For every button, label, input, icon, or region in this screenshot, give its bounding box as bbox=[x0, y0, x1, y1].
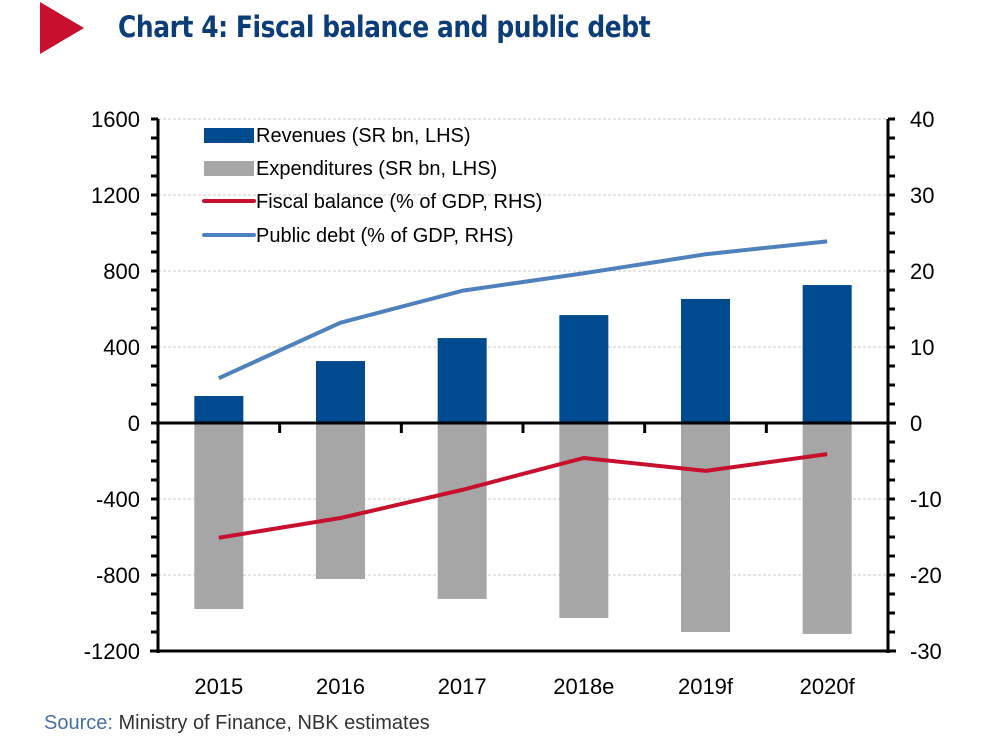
category-label: 2020f bbox=[800, 674, 856, 699]
expenditure-bar bbox=[194, 423, 244, 610]
right-tick-label: 40 bbox=[910, 107, 934, 132]
revenue-bar bbox=[194, 396, 244, 423]
left-tick-label: 0 bbox=[128, 411, 140, 436]
source-note: Source: Ministry of Finance, NBK estimat… bbox=[44, 712, 430, 735]
category-label: 2016 bbox=[316, 674, 365, 699]
left-tick-label: -400 bbox=[96, 487, 140, 512]
expenditure-bar bbox=[681, 423, 730, 632]
legend-label: Expenditures (SR bn, LHS) bbox=[256, 158, 497, 180]
legend-swatch bbox=[204, 128, 254, 143]
left-tick-label: 1200 bbox=[91, 183, 140, 208]
title-triangle-icon bbox=[40, 2, 84, 54]
right-tick-label: -20 bbox=[910, 563, 942, 588]
legend-swatch bbox=[204, 161, 254, 176]
revenue-bar bbox=[559, 315, 609, 423]
right-tick-label: 0 bbox=[910, 411, 922, 436]
revenue-bar bbox=[437, 338, 487, 423]
left-tick-label: 800 bbox=[103, 259, 140, 284]
expenditure-bar bbox=[437, 423, 487, 599]
category-label: 2017 bbox=[438, 674, 487, 699]
left-tick-label: -800 bbox=[96, 563, 140, 588]
chart-title: Chart 4: Fiscal balance and public debt bbox=[118, 10, 651, 44]
revenue-bar bbox=[316, 361, 365, 423]
right-tick-label: -30 bbox=[910, 639, 942, 664]
left-tick-label: 1600 bbox=[91, 107, 140, 132]
revenue-bar bbox=[802, 285, 852, 423]
category-label: 2018e bbox=[553, 674, 614, 699]
right-tick-label: -10 bbox=[910, 487, 942, 512]
public-debt-line bbox=[218, 239, 828, 380]
legend-label: Fiscal balance (% of GDP, RHS) bbox=[256, 191, 542, 213]
right-tick-label: 10 bbox=[910, 335, 934, 360]
right-tick-label: 20 bbox=[910, 259, 934, 284]
left-tick-label: 400 bbox=[103, 335, 140, 360]
left-tick-label: -1200 bbox=[84, 639, 140, 664]
expenditure-bar bbox=[316, 423, 365, 579]
source-text: Ministry of Finance, NBK estimates bbox=[112, 712, 430, 734]
fiscal-balance-line bbox=[218, 452, 828, 540]
revenue-bar bbox=[681, 298, 730, 423]
source-label: Source: bbox=[44, 712, 113, 734]
expenditure-bar bbox=[559, 423, 609, 618]
legend-label: Revenues (SR bn, LHS) bbox=[256, 125, 471, 147]
category-label: 2015 bbox=[194, 674, 243, 699]
category-label: 2019f bbox=[678, 674, 734, 699]
right-tick-label: 30 bbox=[910, 183, 934, 208]
legend-label: Public debt (% of GDP, RHS) bbox=[256, 225, 514, 247]
